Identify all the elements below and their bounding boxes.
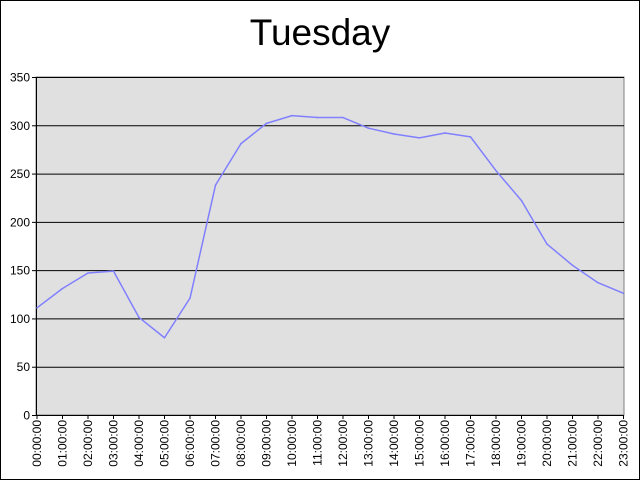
y-tick-label: 300 — [10, 119, 30, 133]
data-point — [214, 184, 217, 186]
y-axis: 0 50 100 150 200 250 300 350 — [10, 71, 37, 423]
chart-title: Tuesday — [249, 12, 391, 53]
y-tick-label: 0 — [23, 409, 30, 423]
x-tick-label: 23:00:00 — [617, 420, 631, 467]
data-point — [393, 133, 395, 135]
data-point — [367, 127, 370, 129]
x-tick-label: 13:00:00 — [362, 420, 376, 467]
x-tick-label: 03:00:00 — [107, 420, 121, 467]
x-tick-label: 16:00:00 — [438, 420, 452, 467]
data-point — [112, 270, 115, 272]
x-tick-label: 07:00:00 — [209, 420, 223, 467]
data-point — [189, 297, 191, 299]
data-point — [597, 281, 599, 284]
x-tick-label: 21:00:00 — [566, 420, 580, 467]
y-tick-label: 50 — [17, 360, 31, 374]
x-tick-label: 12:00:00 — [336, 420, 350, 467]
data-point — [240, 142, 242, 145]
grid-lines — [36, 77, 624, 368]
x-axis: 00:00:00 01:00:00 02:00:00 03:00:00 04:00:00… — [30, 415, 631, 467]
x-tick-label: 22:00:00 — [591, 420, 605, 467]
x-tick-label: 10:00:00 — [285, 420, 299, 467]
x-tick-label: 18:00:00 — [489, 420, 503, 467]
data-point — [291, 114, 293, 117]
y-tick-label: 150 — [10, 264, 30, 278]
data-point — [546, 243, 548, 245]
data-point — [622, 292, 625, 295]
x-tick-label: 14:00:00 — [387, 420, 401, 467]
y-tick-label: 200 — [10, 215, 30, 229]
data-point — [87, 272, 89, 274]
x-tick-label: 15:00:00 — [413, 420, 427, 467]
x-tick-label: 19:00:00 — [515, 420, 529, 467]
data-point — [469, 136, 472, 138]
x-tick-label: 11:00:00 — [311, 420, 325, 466]
x-tick-label: 00:00:00 — [30, 420, 44, 467]
x-tick-label: 08:00:00 — [234, 420, 248, 467]
data-point — [265, 122, 268, 125]
y-tick-label: 100 — [10, 312, 30, 326]
x-tick-label: 05:00:00 — [158, 420, 172, 467]
data-point — [61, 287, 64, 290]
plot-background — [35, 76, 625, 416]
y-tick-label: 250 — [10, 167, 30, 181]
data-point — [163, 336, 166, 339]
data-point — [342, 116, 344, 119]
data-point — [444, 132, 446, 134]
x-tick-label: 02:00:00 — [81, 420, 95, 467]
data-point — [571, 264, 574, 267]
x-tick-label: 09:00:00 — [260, 420, 274, 467]
plot-area — [35, 76, 625, 416]
x-tick-label: 06:00:00 — [183, 420, 197, 467]
x-tick-label: 20:00:00 — [540, 420, 554, 467]
data-point — [36, 307, 38, 309]
data-point — [495, 169, 497, 172]
x-tick-label: 17:00:00 — [464, 420, 478, 467]
series-layer — [36, 114, 625, 339]
data-point — [418, 137, 421, 139]
x-tick-label: 04:00:00 — [132, 420, 146, 467]
data-point — [316, 116, 319, 119]
y-tick-label: 350 — [10, 71, 30, 85]
data-point — [138, 316, 140, 319]
data-point — [520, 199, 523, 202]
series-line — [36, 114, 624, 339]
x-tick-label: 01:00:00 — [56, 420, 70, 467]
